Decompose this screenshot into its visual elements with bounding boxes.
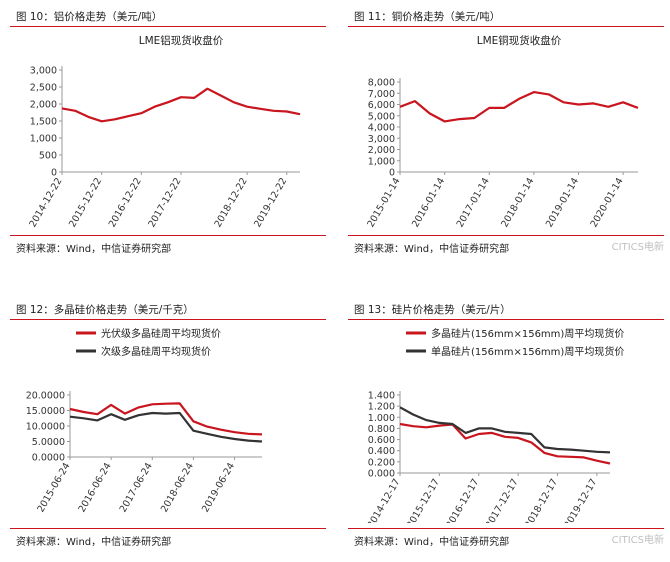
chart-title: LME铜现货收盘价 [477,34,562,47]
x-tick-label: 2017-06-24 [118,461,155,514]
x-tick-label: 2014-12-22 [27,176,64,229]
y-tick-label: 5,000 [368,111,395,122]
wafer-price-chart: 0.0000.2000.4000.6000.8001.0001.2001.400… [365,327,624,523]
chart-title: LME铝现货收盘价 [139,34,224,47]
figure-caption: 图 11：铜价格走势（美元/吨） [348,8,664,27]
figure-source: 资料来源：Wind，中信证券研究部 [16,244,172,255]
polysilicon-price-chart: 0.0000 5.0000 10.0000 15.0000 20.0000 2015-06… [26,327,263,514]
legend-label: 次级多晶硅周平均现货价 [101,345,211,358]
y-tick-label: 500 [39,151,57,162]
y-tick-label: 7,000 [368,89,395,100]
x-tick-label: 2019-06-24 [200,461,237,514]
y-tick-label: 0.800 [368,424,395,435]
x-tick-label: 2018-12-22 [213,176,250,229]
x-tick-label: 2015-01-14 [365,176,402,229]
y-tick-label: 4,000 [368,123,395,134]
x-tick-label: 2017-12-22 [146,176,183,229]
y-tick-label: 0.600 [368,435,395,446]
y-tick-label: 2,500 [30,83,57,94]
aluminum-price-chart: LME铝现货收盘价 0 500 1,000 1,500 2,000 2,500 3,000 20… [27,34,301,229]
y-tick-label: 10.0000 [26,422,65,433]
y-tick-label: 2,000 [30,100,57,111]
x-tick-label: 2015-12-22 [67,176,104,229]
source-divider [348,235,664,236]
y-tick-label: 1,000 [30,134,57,145]
x-tick-label: 2019-12-22 [252,176,289,229]
x-tick-label: 2014-12-17 [365,477,402,523]
source-divider [10,528,326,529]
x-tick-label: 2016-12-22 [107,176,144,229]
y-tick-label: 0 [389,168,395,179]
y-tick-label: 0.400 [368,446,395,457]
x-tick-label: 2018-01-14 [499,176,536,229]
figure-caption: 图 12：多晶硅价格走势（美元/千克） [10,301,326,320]
figure-caption: 图 13：硅片价格走势（美元/片） [348,301,664,320]
y-tick-label: 1.400 [368,391,395,402]
y-tick-label: 0.0000 [32,453,65,464]
y-tick-label: 3,000 [368,134,395,145]
legend-label: 多晶硅片(156mm×156mm)周平均现货价 [431,327,624,340]
y-tick-label: 8,000 [368,78,395,89]
x-tick-label: 2016-12-17 [444,477,481,523]
x-tick-label: 2016-06-24 [77,461,114,514]
copper-price-chart: LME铜现货收盘价 01,0002,0003,0004,0005,0006,000… [365,34,639,229]
y-tick-label: 3,000 [30,66,57,77]
x-tick-label: 2019-01-14 [544,176,581,229]
series-line [399,422,611,465]
x-tick-label: 2016-01-14 [410,176,447,229]
series-line [61,87,301,123]
x-tick-label: 2017-12-17 [484,477,521,523]
legend-label: 单晶硅片(156mm×156mm)周平均现货价 [431,345,624,358]
y-tick-label: 1,500 [30,117,57,128]
y-tick-label: 0 [51,168,57,179]
series-line [399,90,639,123]
x-tick-label: 2015-12-17 [405,477,442,523]
x-tick-label: 2019-12-17 [562,477,599,523]
source-divider [348,528,664,529]
y-tick-label: 20.0000 [26,391,65,402]
figure-panel-polysilicon: 图 12：多晶硅价格走势（美元/千克） 0.0000 5.0000 10.0000 1… [10,301,332,559]
y-tick-label: 15.0000 [26,406,65,417]
figure-panel-copper: 图 11：铜价格走势（美元/吨） LME铜现货收盘价 0 1,000 2,000 3,0… [348,8,670,266]
y-tick-label: 0.200 [368,457,395,468]
series-line [69,402,263,436]
figure-panel-aluminum: 图 10：铝价格走势（美元/吨） LME铝现货收盘价 0 500 1,000 1,500… [10,8,332,266]
watermark-text: CITICS电新 [611,242,664,253]
y-tick-label: 1,000 [368,156,395,167]
y-tick-label: 1.000 [368,413,395,424]
y-tick-label: 0.000 [368,469,395,480]
figure-source: 资料来源：Wind，中信证券研究部 [354,244,510,255]
y-tick-label: 6,000 [368,100,395,111]
figure-panel-wafer: 图 13：硅片价格走势（美元/片） 0.000 0.200 0.400 0.600 0.… [348,301,670,559]
source-divider [10,235,326,236]
y-tick-label: 5.0000 [32,437,65,448]
figure-source: 资料来源：Wind，中信证券研究部 [16,537,172,548]
x-tick-label: 2020-01-14 [589,176,626,229]
y-tick-label: 1.200 [368,402,395,413]
series-line [399,406,611,454]
series-line [69,411,263,443]
figure-caption: 图 10：铝价格走势（美元/吨） [10,8,326,27]
x-tick-label: 2018-12-17 [523,477,560,523]
figure-source: 资料来源：Wind，中信证券研究部 [354,537,510,548]
legend-label: 光伏级多晶硅周平均现货价 [101,327,221,340]
x-tick-label: 2018-06-24 [159,461,196,514]
watermark-text: CITICS电新 [611,535,664,546]
x-tick-label: 2017-01-14 [455,176,492,229]
y-tick-label: 2,000 [368,145,395,156]
x-tick-label: 2015-06-24 [35,461,72,514]
